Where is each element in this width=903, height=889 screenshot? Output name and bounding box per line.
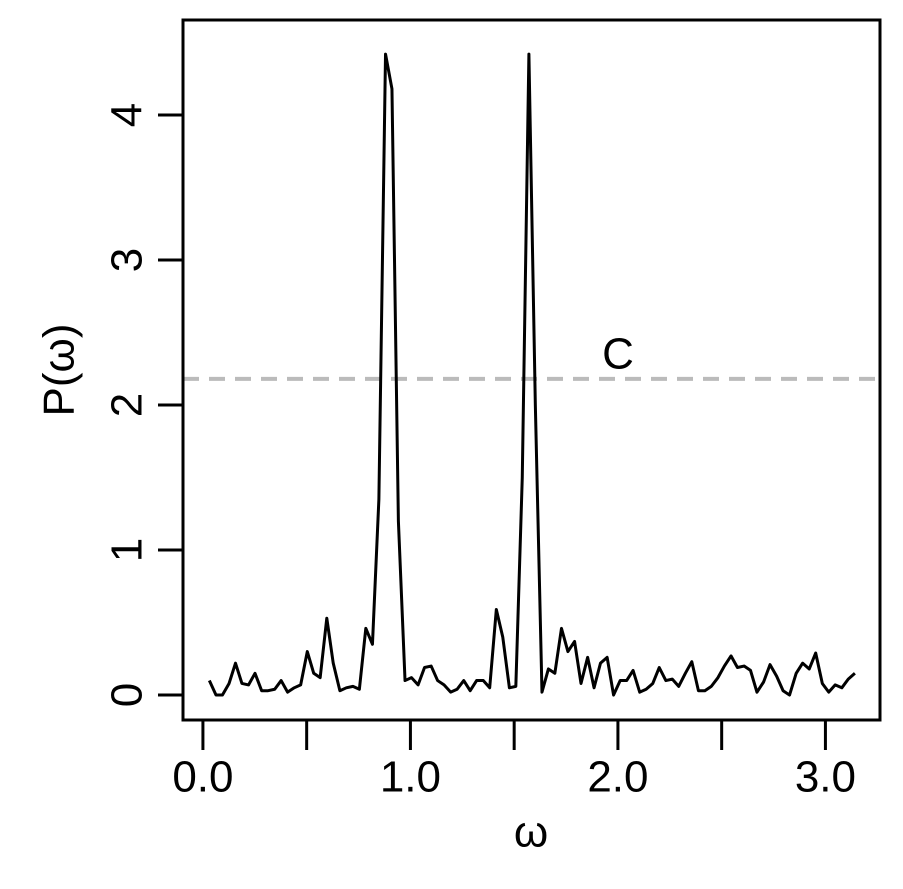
y-tick-label: 4 <box>103 103 152 127</box>
y-tick-label: 2 <box>103 393 152 417</box>
threshold-label: C <box>602 330 634 379</box>
x-tick-label: 3.0 <box>795 753 856 802</box>
x-axis-label: ω <box>514 808 548 857</box>
y-axis-label: P(ω) <box>35 323 84 416</box>
x-tick-label: 0.0 <box>172 753 233 802</box>
x-tick-label: 2.0 <box>587 753 648 802</box>
y-tick-label: 0 <box>103 683 152 707</box>
series-line <box>207 52 856 697</box>
x-tick-label: 1.0 <box>380 753 441 802</box>
y-tick-label: 1 <box>103 538 152 562</box>
y-tick-label: 3 <box>103 248 152 272</box>
plot-frame <box>181 18 882 722</box>
